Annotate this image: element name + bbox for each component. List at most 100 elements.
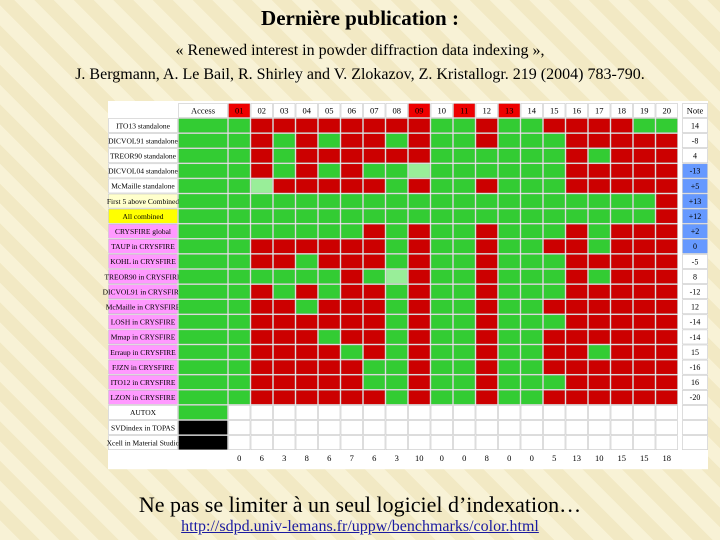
result-cell bbox=[228, 163, 251, 179]
result-cell bbox=[520, 223, 543, 239]
note-cell bbox=[682, 435, 708, 450]
result-cell bbox=[295, 254, 318, 269]
row-label-cell bbox=[108, 374, 178, 390]
result-cell bbox=[633, 405, 656, 420]
result-cell bbox=[408, 208, 431, 224]
result-cell bbox=[228, 435, 251, 450]
result-cell bbox=[408, 269, 431, 284]
column-total: 6 bbox=[327, 453, 331, 463]
result-cell bbox=[340, 208, 363, 224]
result-cell bbox=[565, 435, 588, 450]
result-cell bbox=[363, 374, 386, 390]
row-label-cell bbox=[108, 390, 178, 405]
header-cell bbox=[475, 103, 498, 118]
result-cell bbox=[565, 329, 588, 345]
row-label: First 5 above Combined bbox=[107, 197, 180, 206]
result-cell bbox=[273, 284, 296, 299]
access-cell bbox=[178, 344, 228, 360]
result-cell bbox=[385, 435, 408, 450]
result-cell bbox=[588, 133, 611, 148]
result-cell bbox=[633, 239, 656, 254]
result-cell bbox=[543, 223, 566, 239]
column-header: 04 bbox=[303, 105, 312, 115]
link[interactable]: http://sdpd.univ-lemans.fr/uppw/benchmar… bbox=[181, 518, 539, 535]
result-cell bbox=[430, 208, 453, 224]
result-cell bbox=[633, 148, 656, 164]
result-cell bbox=[498, 374, 521, 390]
result-cell bbox=[520, 193, 543, 209]
column-total: 0 bbox=[440, 453, 444, 463]
result-cell bbox=[565, 374, 588, 390]
result-cell bbox=[520, 269, 543, 284]
result-cell bbox=[228, 284, 251, 299]
result-cell bbox=[340, 390, 363, 405]
result-cell bbox=[228, 208, 251, 224]
header-cell bbox=[363, 103, 386, 118]
result-cell bbox=[340, 374, 363, 390]
result-cell bbox=[318, 178, 341, 194]
result-cell bbox=[408, 148, 431, 164]
result-cell bbox=[295, 299, 318, 315]
result-cell bbox=[385, 118, 408, 133]
access-cell bbox=[178, 239, 228, 254]
note: 12 bbox=[691, 303, 699, 312]
header-cell bbox=[385, 103, 408, 118]
result-cell bbox=[520, 374, 543, 390]
column-total: 10 bbox=[415, 453, 424, 463]
result-cell bbox=[318, 390, 341, 405]
result-cell bbox=[363, 239, 386, 254]
result-cell bbox=[385, 359, 408, 375]
result-cell bbox=[318, 254, 341, 269]
result-cell bbox=[363, 359, 386, 375]
result-cell bbox=[385, 223, 408, 239]
result-cell bbox=[250, 148, 273, 164]
result-cell bbox=[610, 390, 633, 405]
result-cell bbox=[565, 148, 588, 164]
result-cell bbox=[363, 284, 386, 299]
result-cell bbox=[610, 284, 633, 299]
note-cell bbox=[682, 420, 708, 435]
note-cell bbox=[682, 118, 708, 133]
result-cell bbox=[588, 178, 611, 194]
result-cell bbox=[520, 133, 543, 148]
column-header: 18 bbox=[618, 105, 627, 115]
result-cell bbox=[295, 344, 318, 360]
row-label: Xcell in Material Studio bbox=[107, 438, 180, 447]
result-cell bbox=[475, 178, 498, 194]
column-header: 01 bbox=[235, 105, 244, 115]
row-label: McMaille in CRYSFIRE bbox=[106, 302, 181, 311]
result-cell bbox=[295, 329, 318, 345]
result-cell bbox=[385, 163, 408, 179]
result-cell bbox=[385, 208, 408, 224]
result-cell bbox=[385, 299, 408, 315]
result-cell bbox=[273, 239, 296, 254]
result-cell bbox=[610, 299, 633, 315]
result-cell bbox=[228, 359, 251, 375]
result-cell bbox=[543, 405, 566, 420]
result-cell bbox=[565, 178, 588, 194]
access-cell bbox=[178, 329, 228, 345]
column-header: 05 bbox=[325, 105, 334, 115]
result-cell bbox=[318, 405, 341, 420]
result-cell bbox=[565, 390, 588, 405]
result-cell bbox=[250, 178, 273, 194]
result-cell bbox=[655, 148, 678, 164]
result-cell bbox=[453, 314, 476, 330]
result-cell bbox=[498, 208, 521, 224]
result-cell bbox=[228, 299, 251, 315]
result-cell bbox=[318, 374, 341, 390]
result-cell bbox=[340, 405, 363, 420]
result-cell bbox=[543, 299, 566, 315]
result-cell bbox=[363, 269, 386, 284]
result-cell bbox=[318, 163, 341, 179]
result-cell bbox=[475, 359, 498, 375]
column-total: 8 bbox=[485, 453, 489, 463]
note-cell bbox=[682, 223, 708, 239]
result-cell bbox=[408, 163, 431, 179]
result-cell bbox=[520, 329, 543, 345]
result-cell bbox=[633, 178, 656, 194]
result-cell bbox=[475, 405, 498, 420]
note: -13 bbox=[690, 167, 701, 176]
result-cell bbox=[295, 359, 318, 375]
result-cell bbox=[475, 193, 498, 209]
